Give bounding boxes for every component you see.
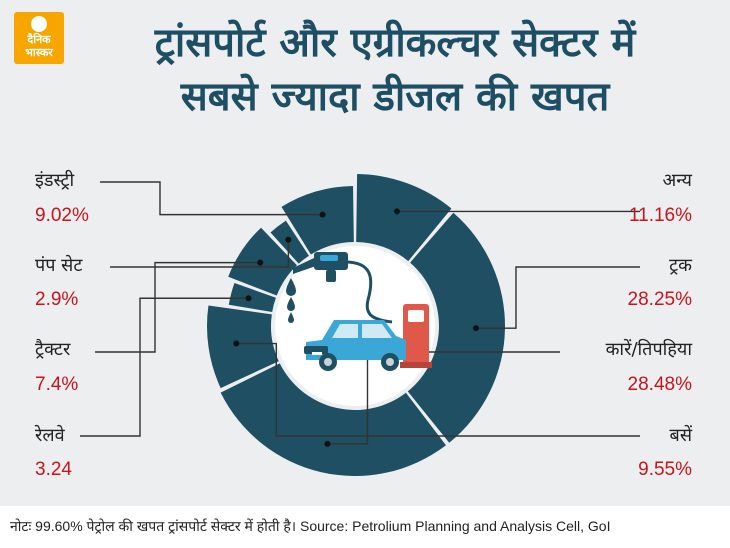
leader-line-3 — [327, 351, 560, 445]
leader-dot-1 — [393, 208, 400, 215]
label-cars: कारें/तिपहिया — [605, 339, 692, 360]
sun-icon — [31, 16, 47, 32]
car-icon — [304, 320, 406, 371]
value-industry: 9.02% — [35, 205, 89, 226]
value-railway: 3.24 — [35, 459, 72, 480]
title-line-1: ट्रांसपोर्ट और एग्रीकल्चर सेक्टर में — [154, 20, 636, 66]
label-other: अन्य — [662, 170, 692, 191]
drop-icon-3 — [288, 312, 294, 323]
fuel-pump-car-illustration — [286, 252, 432, 371]
page-title: ट्रांसपोर्ट और एग्रीकल्चर सेक्टर में सबस… — [80, 16, 710, 124]
donut-slice-8 — [281, 186, 354, 255]
leader-dot-3 — [324, 440, 331, 447]
title-line-2: सबसे ज्यादा डीजल की खपत — [180, 74, 610, 120]
leader-line-7 — [110, 239, 290, 268]
leader-dot-6 — [257, 259, 264, 266]
label-truck: ट्रक — [669, 255, 692, 276]
label-pump-set: पंप सेट — [35, 255, 83, 276]
leader-dot-8 — [319, 211, 326, 218]
logo-text-2: भास्कर — [25, 46, 53, 59]
donut-chart — [80, 174, 640, 476]
leader-line-2 — [475, 266, 640, 329]
leader-dot-7 — [285, 236, 292, 243]
source-note: नोटः 99.60% पेट्रोल की खपत ट्रांसपोर्ट स… — [10, 518, 611, 534]
leader-line-5 — [80, 297, 249, 437]
leader-dot-2 — [472, 325, 479, 332]
leader-lines — [80, 181, 640, 447]
fuel-nozzle-icon — [293, 252, 348, 282]
label-railway: रेलवे — [35, 425, 65, 446]
donut-slice-4 — [206, 305, 279, 389]
label-industry: इंडस्ट्री — [35, 170, 75, 191]
donut-slice-5 — [228, 282, 276, 313]
leader-line-4 — [236, 342, 640, 437]
drop-icon-1 — [286, 278, 296, 296]
brand-logo: दैनिक भास्कर — [14, 12, 64, 64]
value-buses: 9.55% — [638, 459, 692, 480]
footer: नोटः 99.60% पेट्रोल की खपत ट्रांसपोर्ट स… — [0, 506, 730, 548]
leader-line-6 — [95, 261, 261, 353]
logo-text-1: दैनिक — [27, 33, 51, 46]
donut-slice-1 — [356, 174, 452, 262]
value-tractor: 7.4% — [35, 374, 79, 395]
leader-dot-4 — [233, 340, 240, 347]
leader-dot-5 — [245, 295, 252, 302]
hose-icon — [344, 260, 393, 324]
value-other: 11.16% — [628, 205, 692, 226]
label-buses: बसें — [669, 425, 692, 446]
fuel-pump-icon — [400, 304, 432, 368]
value-pump-set: 2.9% — [35, 289, 79, 310]
donut-slice-2 — [407, 212, 506, 443]
value-truck: 28.25% — [627, 289, 692, 310]
label-tractor: ट्रैक्टर — [35, 339, 71, 360]
drop-icon-2 — [287, 297, 295, 311]
value-cars: 28.48% — [627, 374, 692, 395]
leader-line-8 — [100, 181, 323, 216]
